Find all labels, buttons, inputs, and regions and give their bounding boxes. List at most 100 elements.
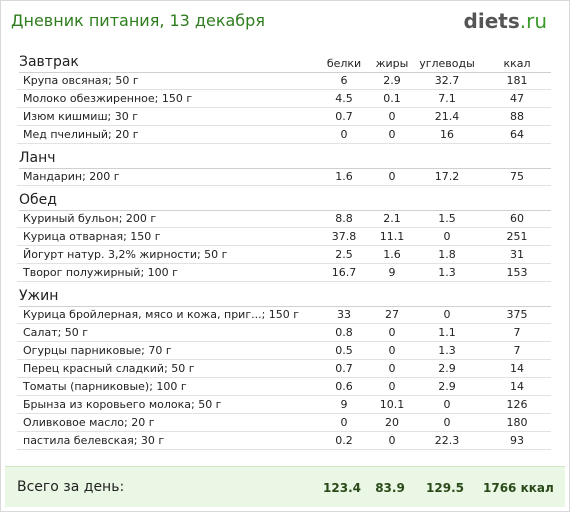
- nutrient-value: 75: [510, 170, 524, 183]
- nutrient-value: 0: [443, 308, 451, 321]
- nutrient-value: 17.2: [434, 170, 460, 183]
- nutrient-value: 180: [506, 416, 528, 429]
- food-name: Изюм кишмиш; 30 г: [23, 110, 138, 123]
- food-name: Огурцы парниковые; 70 г: [23, 344, 172, 357]
- page-title: Дневник питания, 13 декабря: [11, 11, 265, 30]
- nutrient-value: 0: [388, 170, 396, 183]
- nutrient-value: 93: [510, 434, 524, 447]
- food-row: Творог полужирный; 100 г 16.7 9 1.3 153: [17, 264, 551, 282]
- food-row: Куриный бульон; 200 г 8.8 2.1 1.5 60: [17, 210, 551, 228]
- nutrient-value: 14: [510, 380, 524, 393]
- food-row: Йогурт натур. 3,2% жирности; 50 г 2.5 1.6 1…: [17, 246, 551, 264]
- nutrient-value: 11.1: [379, 230, 405, 243]
- nutrient-value: 153: [506, 266, 528, 279]
- nutrient-value: 4.5: [335, 92, 353, 105]
- nutrient-value: 1.6: [383, 248, 401, 261]
- nutrient-value: 0.7: [335, 362, 353, 375]
- nutrient-value: 0: [388, 380, 396, 393]
- nutrient-value: 0.1: [383, 92, 401, 105]
- nutrient-value: 6: [340, 74, 348, 87]
- food-name: Томаты (парниковые); 100 г: [23, 380, 187, 393]
- food-name: Йогурт натур. 3,2% жирности; 50 г: [23, 248, 228, 261]
- food-row: Салат; 50 г 0.8 0 1.1 7: [17, 324, 551, 342]
- section-header: Ужин: [19, 287, 551, 307]
- nutrient-value: 0.2: [335, 434, 353, 447]
- food-row: Перец красный сладкий; 50 г 0.7 0 2.9 14: [17, 360, 551, 378]
- nutrient-value: 0: [388, 362, 396, 375]
- nutrient-value: 22.3: [434, 434, 460, 447]
- total-value: 1766 ккал: [483, 481, 554, 495]
- food-row: Мед пчелиный; 20 г 0 0 16 64: [17, 126, 551, 144]
- nutrient-value: 21.4: [434, 110, 460, 123]
- nutrient-value: 20: [385, 416, 399, 429]
- food-row: пастила белевская; 30 г 0.2 0 22.3 93: [17, 432, 551, 450]
- nutrient-value: 1.6: [335, 170, 353, 183]
- column-header: белки: [326, 57, 362, 70]
- food-name: Крупа овсяная; 50 г: [23, 74, 139, 87]
- nutrient-value: 7: [513, 344, 521, 357]
- nutrient-value: 1.1: [438, 326, 456, 339]
- nutrient-value: 0: [388, 110, 396, 123]
- section-header: Обед: [19, 191, 551, 211]
- section-header: Ланч: [19, 149, 551, 169]
- food-row: Крупа овсяная; 50 г 6 2.9 32.7 181: [17, 72, 551, 90]
- food-name: Оливковое масло; 20 г: [23, 416, 155, 429]
- nutrient-value: 0.6: [335, 380, 353, 393]
- nutrient-value: 181: [506, 74, 528, 87]
- food-row: Мандарин; 200 г 1.6 0 17.2 75: [17, 168, 551, 186]
- nutrient-value: 0.7: [335, 110, 353, 123]
- logo-suffix: .ru: [519, 9, 547, 33]
- section-header: Завтрак: [19, 53, 551, 73]
- nutrient-value: 2.9: [438, 362, 456, 375]
- nutrient-value: 64: [510, 128, 524, 141]
- nutrient-value: 31: [510, 248, 524, 261]
- nutrient-value: 47: [510, 92, 524, 105]
- food-row: Брынза из коровьего молока; 50 г 9 10.1 0 12…: [17, 396, 551, 414]
- nutrient-value: 1.8: [438, 248, 456, 261]
- food-name: Брынза из коровьего молока; 50 г: [23, 398, 222, 411]
- nutrient-value: 0: [340, 416, 348, 429]
- nutrient-value: 375: [506, 308, 528, 321]
- nutrient-value: 2.5: [335, 248, 353, 261]
- nutrient-value: 0.5: [335, 344, 353, 357]
- food-name: Перец красный сладкий; 50 г: [23, 362, 195, 375]
- column-header: углеводы: [419, 57, 475, 70]
- logo[interactable]: diets.ru: [464, 9, 547, 33]
- nutrient-value: 9: [340, 398, 348, 411]
- food-row: Оливковое масло; 20 г 0 20 0 180: [17, 414, 551, 432]
- nutrient-value: 8.8: [335, 212, 353, 225]
- nutrient-value: 0: [388, 128, 396, 141]
- nutrient-value: 0: [388, 344, 396, 357]
- nutrient-value: 0: [443, 230, 451, 243]
- food-name: Курица бройлерная, мясо и кожа, приг...;…: [23, 308, 300, 321]
- food-name: Творог полужирный; 100 г: [23, 266, 178, 279]
- nutrient-value: 60: [510, 212, 524, 225]
- total-value: 83.9: [375, 481, 405, 495]
- nutrient-value: 7.1: [438, 92, 456, 105]
- food-name: Мандарин; 200 г: [23, 170, 120, 183]
- nutrient-value: 1.3: [438, 266, 456, 279]
- food-name: пастила белевская; 30 г: [23, 434, 165, 447]
- food-row: Огурцы парниковые; 70 г 0.5 0 1.3 7: [17, 342, 551, 360]
- column-header: ккал: [503, 57, 531, 70]
- nutrient-value: 10.1: [379, 398, 405, 411]
- food-row: Курица бройлерная, мясо и кожа, приг...;…: [17, 306, 551, 324]
- nutrient-value: 33: [337, 308, 351, 321]
- nutrient-value: 2.9: [438, 380, 456, 393]
- total-value: 123.4: [323, 481, 361, 495]
- food-row: Курица отварная; 150 г 37.8 11.1 0 251: [17, 228, 551, 246]
- nutrient-value: 0: [388, 434, 396, 447]
- nutrient-value: 0: [388, 326, 396, 339]
- total-bar: Всего за день: 123.4 83.9 129.5 1766 ккал: [5, 466, 565, 507]
- food-name: Мед пчелиный; 20 г: [23, 128, 139, 141]
- nutrient-value: 32.7: [434, 74, 460, 87]
- logo-main: diets: [463, 9, 520, 33]
- nutrient-value: 0.8: [335, 326, 353, 339]
- food-row: Молоко обезжиренное; 150 г 4.5 0.1 7.1 47: [17, 90, 551, 108]
- nutrient-value: 16.7: [331, 266, 357, 279]
- nutrient-value: 1.5: [438, 212, 456, 225]
- nutrient-value: 0: [340, 128, 348, 141]
- food-row: Томаты (парниковые); 100 г 0.6 0 2.9 14: [17, 378, 551, 396]
- nutrient-value: 9: [388, 266, 396, 279]
